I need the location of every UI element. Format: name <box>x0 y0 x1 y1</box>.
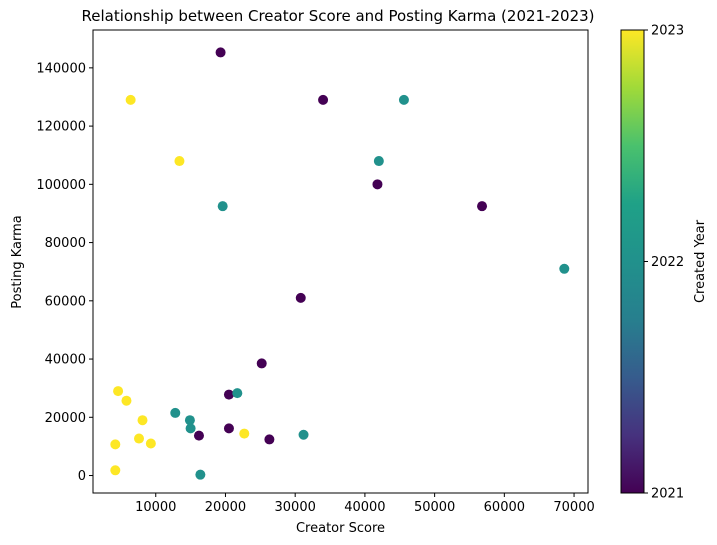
x-tick-label: 30000 <box>275 500 316 515</box>
data-point <box>256 358 267 369</box>
data-point <box>295 292 306 303</box>
data-point <box>223 389 234 400</box>
data-point <box>318 94 329 105</box>
data-point <box>477 201 488 212</box>
data-point <box>121 395 132 406</box>
data-point <box>193 430 204 441</box>
x-tick-label: 60000 <box>484 500 525 515</box>
data-point <box>298 429 309 440</box>
y-axis-label: Posting Karma <box>10 215 25 308</box>
y-tick-label: 20000 <box>45 411 86 426</box>
colorbar-tick-label: 2021 <box>651 487 684 502</box>
data-point <box>195 469 206 480</box>
y-axis-ticks: 0 20000 40000 60000 80000 100000 120000 140000 <box>36 61 93 484</box>
data-point <box>170 407 181 418</box>
plot-area: 10000 20000 30000 40000 50000 60000 70000 0 200… <box>36 29 595 515</box>
plot-frame <box>92 29 589 494</box>
data-point <box>373 156 384 167</box>
colorbar-ticks: 2021 2022 2023 <box>644 24 684 502</box>
x-tick-label: 20000 <box>205 500 246 515</box>
y-tick-label: 40000 <box>45 353 86 368</box>
data-point <box>239 428 250 439</box>
data-point <box>174 156 185 167</box>
x-axis-label: Creator Score <box>296 521 385 536</box>
data-point <box>125 94 136 105</box>
data-point <box>559 263 570 274</box>
y-tick-label: 120000 <box>36 120 86 135</box>
data-point <box>372 179 383 190</box>
colorbar-gradient <box>620 29 645 494</box>
data-points <box>110 47 570 480</box>
chart-title: Relationship between Creator Score and P… <box>81 7 594 25</box>
data-point <box>215 47 226 58</box>
colorbar: 2021 2022 2023 Created Year <box>620 24 708 502</box>
data-point <box>232 388 243 399</box>
x-tick-label: 10000 <box>135 500 176 515</box>
data-point <box>184 415 195 426</box>
y-tick-label: 60000 <box>45 294 86 309</box>
data-point <box>110 439 121 450</box>
data-point <box>113 386 124 397</box>
colorbar-tick-label: 2022 <box>651 255 684 270</box>
y-tick-label: 100000 <box>36 178 86 193</box>
data-point <box>398 94 409 105</box>
data-point <box>110 465 121 476</box>
data-point <box>185 423 196 434</box>
x-tick-label: 70000 <box>553 500 594 515</box>
y-tick-label: 0 <box>78 469 86 484</box>
x-tick-label: 40000 <box>344 500 385 515</box>
data-point <box>145 438 156 449</box>
x-tick-label: 50000 <box>414 500 455 515</box>
y-tick-label: 140000 <box>36 61 86 76</box>
data-point <box>217 201 228 212</box>
colorbar-label: Created Year <box>693 219 708 303</box>
data-point <box>264 434 275 445</box>
data-point <box>223 423 234 434</box>
y-tick-label: 80000 <box>45 236 86 251</box>
data-point <box>134 433 145 444</box>
data-point <box>137 415 148 426</box>
colorbar-tick-label: 2023 <box>651 24 684 39</box>
x-axis-ticks: 10000 20000 30000 40000 50000 60000 70000 <box>135 493 595 515</box>
